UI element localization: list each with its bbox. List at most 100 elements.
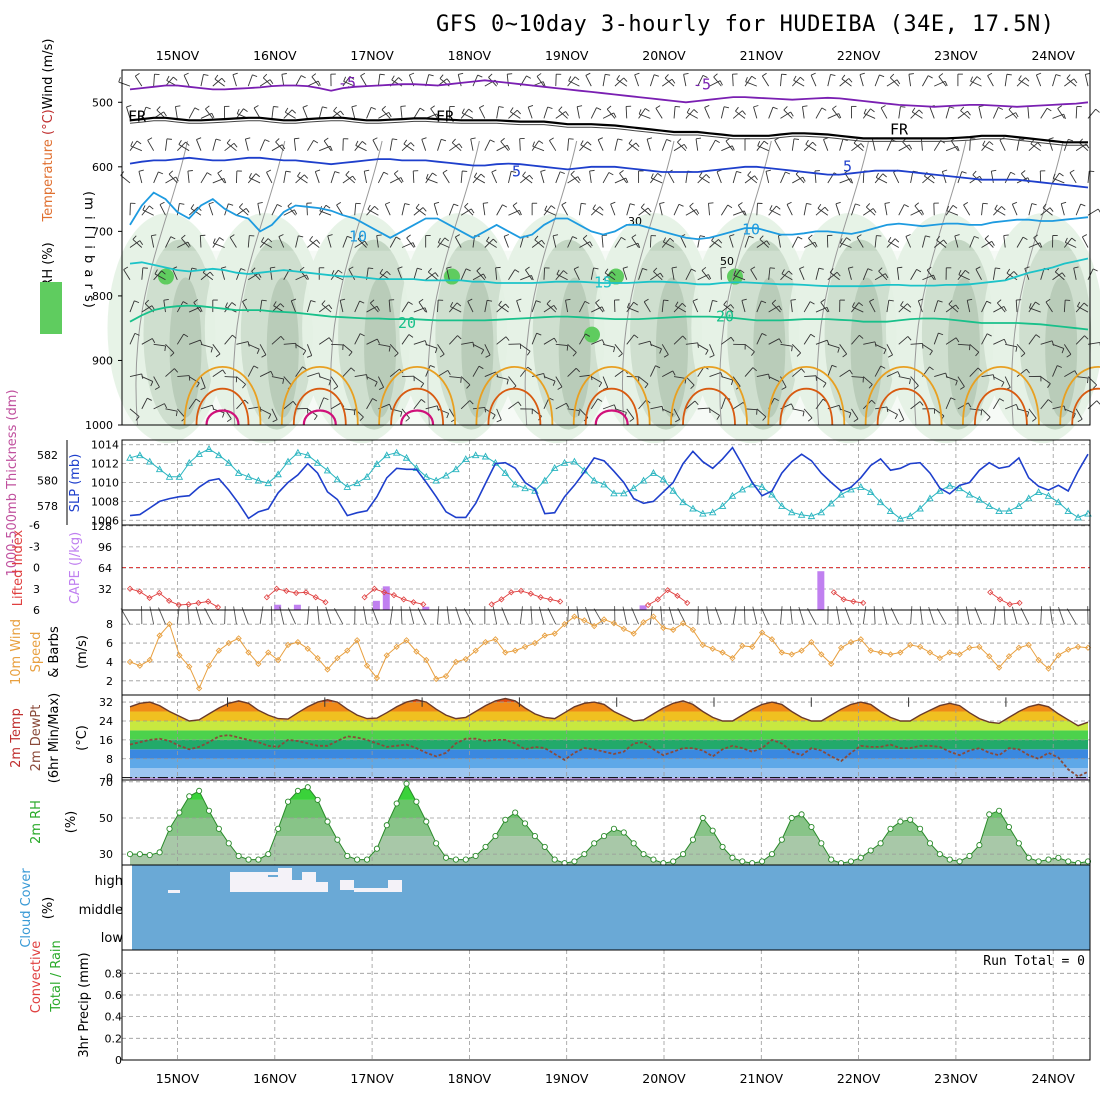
wind-barb-flag bbox=[997, 299, 1002, 304]
wind-barb-flag bbox=[196, 382, 200, 388]
wind-barb-flag bbox=[374, 381, 378, 387]
wind-barb bbox=[153, 171, 159, 184]
wind-barb bbox=[852, 306, 864, 313]
wind-barb bbox=[817, 207, 829, 216]
wind-barb bbox=[236, 268, 242, 280]
wind-barb bbox=[1006, 272, 1018, 281]
precip-axis-label: 3hr Precip (mm) bbox=[77, 952, 92, 1057]
wind-barb-flag bbox=[739, 269, 745, 274]
wind-barb bbox=[996, 302, 1006, 313]
wind-barb bbox=[555, 376, 563, 388]
wind-barb bbox=[1040, 399, 1049, 410]
wind-barb-flag bbox=[730, 379, 734, 386]
wind-barb-flag bbox=[498, 106, 504, 108]
wind-barb bbox=[1063, 237, 1073, 248]
wind-barb bbox=[253, 107, 261, 119]
wind-barb bbox=[582, 238, 592, 248]
wind-speed-point bbox=[363, 662, 371, 669]
thickness-point bbox=[452, 465, 460, 473]
wind-barb bbox=[403, 143, 415, 152]
thickness-point bbox=[471, 451, 480, 459]
wind-barb-flag bbox=[261, 299, 267, 302]
wind-barb-flag bbox=[252, 74, 258, 77]
wind-barb bbox=[200, 376, 206, 388]
wind-barb bbox=[791, 344, 801, 354]
thickness-point bbox=[432, 476, 440, 484]
wind-barb bbox=[1069, 172, 1077, 184]
wind-barb-flag bbox=[195, 398, 201, 403]
wind-barb bbox=[532, 145, 545, 152]
wind-barb bbox=[555, 111, 566, 119]
wind-barb bbox=[597, 139, 604, 151]
wind-barb bbox=[590, 107, 597, 119]
wind-barb bbox=[451, 142, 462, 152]
wind-barb-flag bbox=[236, 108, 240, 114]
pressure-tick-label: 900 bbox=[92, 354, 113, 367]
wind-speed-point bbox=[452, 658, 460, 666]
thickness-point bbox=[145, 457, 154, 465]
wind-barb-flag bbox=[1024, 266, 1030, 269]
wind-barb-flag bbox=[446, 266, 452, 269]
wind-barb bbox=[810, 74, 817, 87]
rh-point bbox=[502, 816, 509, 823]
wind-speed-point bbox=[837, 644, 845, 651]
thickness-point bbox=[313, 458, 322, 466]
wind-barb bbox=[354, 141, 363, 151]
thickness-point bbox=[323, 466, 332, 474]
wind-barb bbox=[472, 365, 480, 377]
wind-barb bbox=[413, 340, 426, 345]
wind-barb bbox=[721, 304, 731, 313]
wind-barb-flag bbox=[759, 235, 764, 240]
wind-barb bbox=[213, 242, 225, 248]
wind-barb-flag bbox=[751, 75, 757, 80]
wind-barb bbox=[496, 144, 508, 152]
cape-tick-label: 96 bbox=[98, 541, 112, 554]
wind-barb-flag bbox=[575, 367, 581, 373]
wind-barb bbox=[777, 235, 781, 248]
rh-high-spot bbox=[158, 268, 174, 285]
wind-speed-point bbox=[897, 649, 904, 656]
wind-barb-flag bbox=[437, 237, 441, 243]
wind-barb-flag bbox=[134, 300, 140, 304]
wind-barb bbox=[898, 204, 905, 216]
wind-barb-flag bbox=[831, 364, 837, 368]
wind-barb-flag bbox=[677, 138, 682, 143]
wind-barb bbox=[496, 106, 500, 119]
wind-barb bbox=[199, 235, 202, 248]
thickness-point bbox=[896, 514, 905, 522]
wind-barb bbox=[589, 171, 592, 184]
temp-band bbox=[130, 777, 1088, 780]
thickness-point bbox=[995, 507, 1003, 514]
li-point bbox=[390, 592, 398, 599]
wind-barb-flag bbox=[329, 146, 333, 151]
wind-barb bbox=[732, 74, 734, 87]
wind-barb bbox=[978, 106, 982, 119]
wind-barb-flag bbox=[863, 108, 867, 114]
wind-barb bbox=[579, 241, 591, 248]
li-line bbox=[266, 588, 326, 603]
contour-label-20: 20 bbox=[716, 308, 734, 326]
temp-contour-30 bbox=[876, 388, 931, 426]
wind-barb bbox=[910, 209, 922, 216]
li-point bbox=[860, 599, 867, 606]
wind-barb-flag bbox=[635, 142, 640, 148]
wind-barb bbox=[650, 173, 658, 184]
wind-barb-flag bbox=[671, 78, 676, 84]
pressure-tick-label: 600 bbox=[92, 161, 113, 174]
rh-band bbox=[130, 783, 1088, 800]
wind-barb-flag bbox=[884, 202, 890, 204]
wind-barb bbox=[805, 143, 817, 152]
wind-barb-flag bbox=[484, 407, 486, 413]
temp-contour-25 bbox=[378, 366, 456, 426]
wind-barb-flag bbox=[444, 237, 449, 242]
wind-barb-flag bbox=[1084, 335, 1089, 340]
wind-barb-flag bbox=[790, 403, 794, 409]
wind-barb bbox=[339, 300, 344, 313]
thickness-point bbox=[1024, 494, 1033, 502]
high-cloud-block bbox=[292, 880, 302, 892]
thickness-point bbox=[304, 451, 312, 459]
wind-barb-flag bbox=[1061, 272, 1066, 278]
wind-barb-flag bbox=[294, 209, 298, 215]
rh-point bbox=[956, 858, 963, 865]
wind-barb bbox=[969, 343, 980, 353]
